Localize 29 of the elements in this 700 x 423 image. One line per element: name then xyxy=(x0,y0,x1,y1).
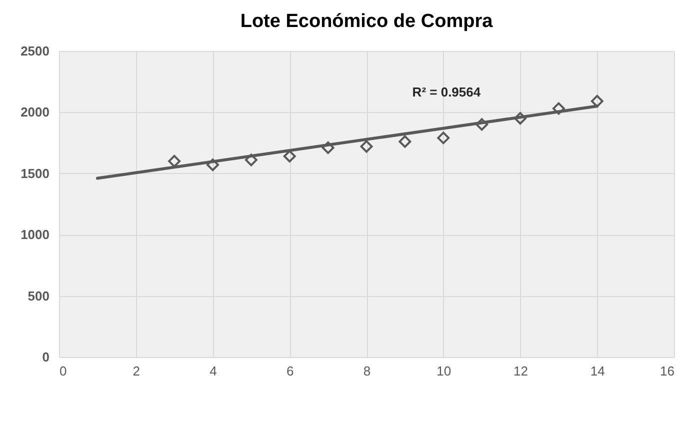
point xyxy=(168,154,181,168)
x-tick-label: 4 xyxy=(210,364,217,378)
point xyxy=(514,112,526,125)
point xyxy=(206,158,219,172)
y-tick-label: 1500 xyxy=(20,166,50,181)
chart-title: Lote Económico de Compra xyxy=(240,11,494,32)
x-tick-label: 16 xyxy=(660,364,674,378)
x-tick-label: 8 xyxy=(363,364,371,378)
point xyxy=(360,140,373,153)
y-tick-label: 1000 xyxy=(20,227,50,242)
y-tick-label: 0 xyxy=(42,350,50,364)
y-tick-label: 500 xyxy=(28,288,50,304)
point xyxy=(437,132,450,144)
x-tick-label: 12 xyxy=(514,364,528,378)
point xyxy=(283,150,296,163)
point xyxy=(322,141,334,154)
point xyxy=(244,154,258,166)
y-tick-label: 2000 xyxy=(20,104,50,120)
y-tick-label: 2500 xyxy=(20,44,50,58)
x-tick-label: 2 xyxy=(132,364,140,378)
point xyxy=(552,102,565,115)
point xyxy=(398,135,412,148)
x-tick-label: 10 xyxy=(436,364,452,378)
annotation: R² = 0.9564 xyxy=(412,84,482,100)
point xyxy=(476,118,488,131)
x-tick-label: 6 xyxy=(286,364,294,378)
x-tick-label: 0 xyxy=(60,364,67,378)
point xyxy=(590,94,604,108)
x-tick-label: 14 xyxy=(590,364,605,378)
